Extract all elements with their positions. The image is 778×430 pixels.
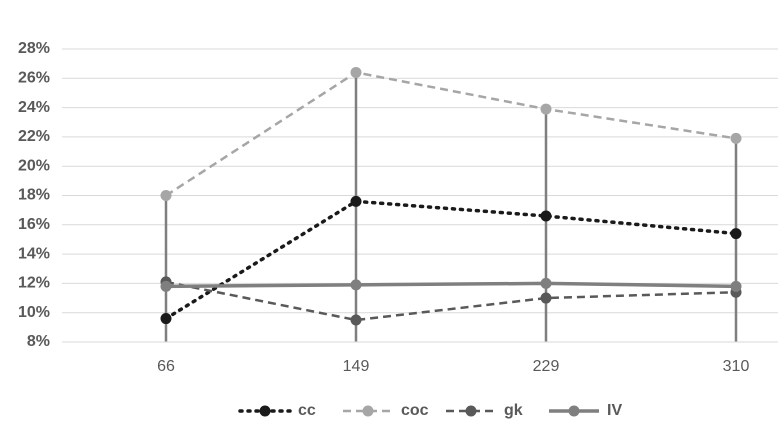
legend-label: gk [504,402,523,419]
y-tick-label: 24% [18,99,50,116]
data-point [540,103,552,115]
legend-label: cc [298,402,316,419]
y-tick-label: 28% [18,40,50,57]
data-point [540,277,552,289]
y-tick-label: 26% [18,70,50,87]
x-tick-label: 149 [343,358,370,375]
series-line [165,280,737,322]
x-tick-label: 229 [533,358,560,375]
y-tick-label: 20% [18,157,50,174]
legend-marker [259,405,271,417]
legend-label: IV [607,402,622,419]
y-tick-label: 14% [18,245,50,262]
data-point [160,313,172,325]
y-tick-label: 8% [27,333,50,350]
y-tick-label: 10% [18,304,50,321]
data-point [160,280,172,292]
y-tick-label: 16% [18,216,50,233]
series-line [164,199,738,321]
data-point [730,132,742,144]
x-tick-label: 66 [157,358,175,375]
data-point [350,66,362,78]
data-point [540,292,552,304]
series-line [165,281,737,289]
legend-marker [362,405,374,417]
y-tick-label: 12% [18,275,50,292]
data-point [350,314,362,326]
y-tick-label: 22% [18,128,50,145]
data-point [350,195,362,207]
series-line [165,71,737,197]
legend-marker [465,405,477,417]
data-point [730,280,742,292]
data-point [350,279,362,291]
data-point [160,190,172,201]
y-tick-label: 18% [18,187,50,204]
legend-marker [568,405,580,417]
x-tick-label: 310 [723,358,750,375]
legend-label: coc [401,402,429,419]
data-point [730,228,742,240]
data-point [540,210,552,222]
